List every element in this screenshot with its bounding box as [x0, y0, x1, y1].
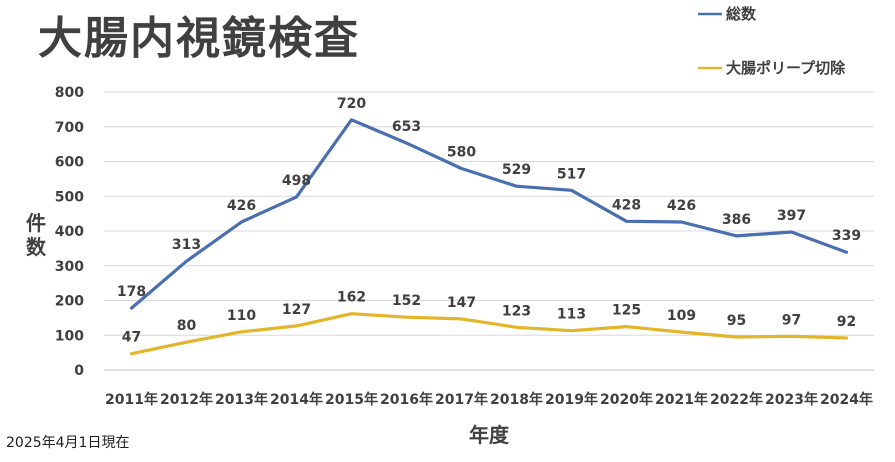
x-tick-label: 2014年 [270, 391, 323, 408]
data-label: 123 [502, 303, 531, 319]
x-tick-label: 2023年 [765, 391, 818, 408]
data-label: 428 [612, 197, 641, 213]
data-label: 113 [557, 307, 586, 323]
data-label: 152 [392, 293, 421, 309]
data-label: 97 [782, 312, 801, 328]
x-tick-label: 2011年 [105, 391, 158, 408]
y-tick-label: 200 [55, 294, 84, 310]
data-labels: 178 313 426 498 720 653 580 529 517 428 426 386 397 3… [117, 96, 861, 346]
legend-label: 総数 [726, 5, 757, 23]
y-tick-label: 800 [55, 85, 84, 101]
data-label: 47 [122, 330, 141, 346]
data-label: 653 [392, 119, 421, 135]
data-label: 95 [727, 313, 746, 329]
x-axis-ticks: 2011年 2012年 2013年 2014年 2015年 2016年 2017年 2018年… [105, 391, 873, 408]
y-tick-label: 100 [55, 328, 84, 344]
data-label: 498 [282, 173, 311, 189]
data-label: 386 [722, 212, 751, 228]
x-tick-label: 2016年 [380, 391, 433, 408]
chart-title: 大腸内視鏡検査 [38, 13, 360, 64]
legend-label: 大腸ポリープ切除 [726, 59, 846, 77]
data-label: 162 [337, 290, 366, 306]
data-label: 92 [837, 314, 856, 330]
x-tick-label: 2019年 [545, 391, 598, 408]
data-label: 125 [612, 303, 641, 319]
data-label: 720 [337, 96, 366, 112]
date-note: 2025年4月1日現在 [6, 435, 130, 451]
grid-lines [104, 91, 874, 371]
data-label: 80 [177, 318, 197, 334]
data-label: 339 [832, 228, 861, 244]
x-axis-label: 年度 [469, 423, 510, 447]
data-label: 109 [667, 308, 696, 324]
data-label: 517 [557, 166, 586, 182]
data-label: 426 [667, 198, 696, 214]
x-tick-label: 2020年 [600, 391, 653, 408]
x-tick-label: 2021年 [655, 391, 708, 408]
x-tick-label: 2018年 [490, 391, 543, 408]
series-line-0 [129, 118, 849, 310]
series-lines [129, 118, 849, 356]
data-label: 127 [282, 302, 311, 318]
x-tick-label: 2017年 [435, 391, 488, 408]
y-axis-ticks: 0 100 200 300 400 500 600 700 800 [55, 85, 84, 379]
x-tick-label: 2012年 [160, 391, 213, 408]
y-tick-label: 0 [74, 363, 84, 379]
y-tick-label: 400 [55, 224, 84, 240]
y-tick-label: 300 [55, 259, 84, 275]
y-axis-label-char: 数 [26, 235, 47, 259]
data-label: 313 [172, 237, 201, 253]
data-label: 397 [777, 208, 806, 224]
y-tick-label: 500 [55, 189, 84, 205]
y-tick-label: 700 [55, 120, 84, 136]
data-label: 580 [447, 144, 476, 160]
data-label: 426 [227, 198, 256, 214]
y-axis-label-char: 件 [26, 211, 46, 235]
data-label: 178 [117, 284, 146, 300]
series-line-1 [129, 312, 849, 356]
y-tick-label: 600 [55, 155, 84, 171]
x-tick-label: 2015年 [325, 391, 378, 408]
data-label: 529 [502, 162, 531, 178]
data-label: 147 [447, 295, 476, 311]
x-tick-label: 2013年 [215, 391, 268, 408]
data-label: 110 [227, 308, 256, 324]
y-axis-label: 件数 [26, 211, 47, 259]
x-tick-label: 2024年 [820, 391, 873, 408]
x-tick-label: 2022年 [710, 391, 763, 408]
